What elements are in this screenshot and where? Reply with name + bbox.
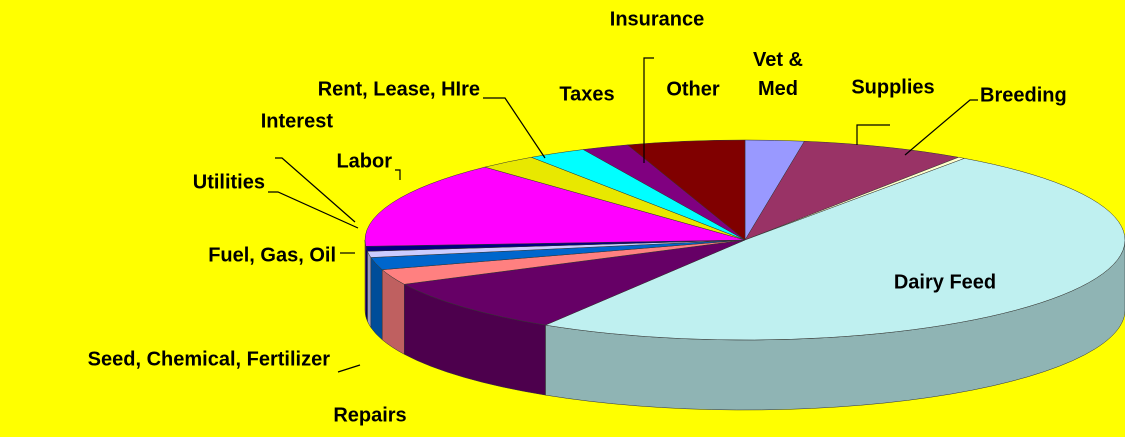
pie bbox=[364, 139, 1125, 411]
leader-lines bbox=[268, 57, 978, 373]
slice bbox=[744, 140, 960, 241]
slice bbox=[364, 166, 746, 247]
slice-side bbox=[370, 256, 383, 341]
slice-side bbox=[367, 251, 372, 329]
slice-label: Fuel, Gas, Oil bbox=[208, 244, 336, 267]
slice-side bbox=[365, 246, 368, 322]
slice-label: Seed, Chemical, Fertilizer bbox=[87, 348, 330, 371]
slice-label: Supplies bbox=[851, 76, 935, 99]
slice-side bbox=[364, 239, 366, 317]
slice-label: Breeding bbox=[980, 84, 1067, 107]
slice-label: Taxes bbox=[559, 83, 615, 106]
slice-label: Other bbox=[666, 78, 720, 101]
slice-label: Rent, Lease, HIre bbox=[317, 78, 480, 101]
slice-label: Utilities bbox=[192, 171, 265, 194]
slice-label: Interest bbox=[260, 110, 333, 133]
slice-label: Labor bbox=[336, 150, 392, 173]
pie-sides bbox=[364, 239, 1125, 411]
slice bbox=[544, 158, 1125, 341]
slice bbox=[626, 139, 746, 241]
pie-tops bbox=[364, 139, 1125, 341]
slice-label: Dairy Feed bbox=[893, 271, 997, 294]
slice-label: Repairs bbox=[333, 404, 407, 427]
slice-label: Vet & Med bbox=[752, 49, 804, 100]
slice-label: Insurance bbox=[609, 8, 705, 31]
slice bbox=[403, 239, 746, 326]
